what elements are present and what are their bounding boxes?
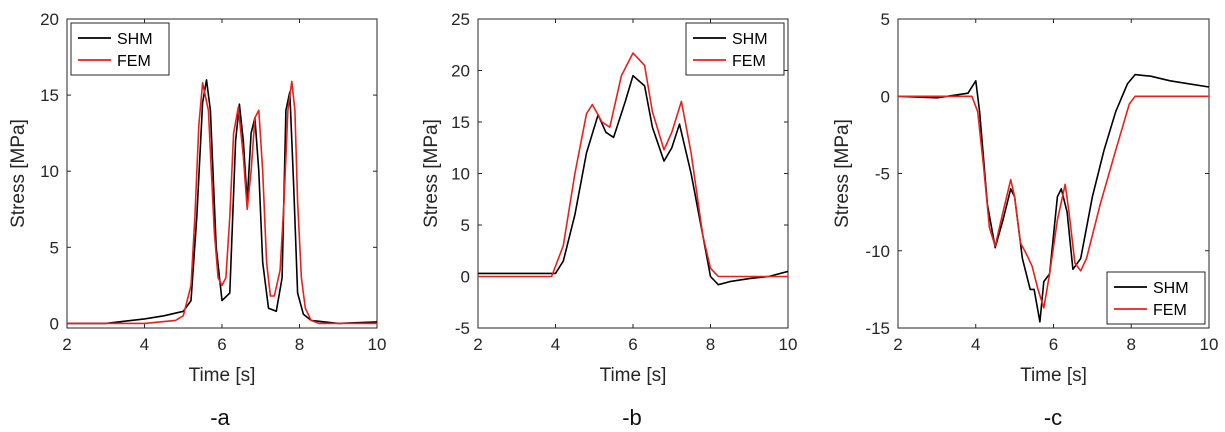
x-tick-label: 6 [1049,335,1058,354]
y-tick-label: 20 [40,10,59,29]
legend-label-fem: FEM [1153,302,1187,319]
x-tick-label: 2 [893,335,902,354]
y-tick-label: -15 [865,319,890,338]
y-axis-label: Stress [MPa] [832,119,853,228]
series-line-shm [478,74,788,286]
chart-panel-c: 2 4 6 8 10 -15 -10 -5 0 5 Time [s] Stress [MPa] -c SH… [832,10,1218,430]
y-tick-label: 0 [50,314,59,333]
y-tick-label: 0 [881,87,890,106]
x-axis-label: Time [s] [600,365,667,386]
legend-box [70,22,170,76]
series-line-fem [478,52,788,278]
x-axis-label: Time [s] [1020,365,1087,386]
legend-label-fem: FEM [732,53,766,70]
y-axis-label: Stress [MPa] [8,119,29,228]
x-tick-label: 10 [1200,335,1219,354]
panel-caption: -b [622,405,642,430]
x-tick-label: 10 [779,335,798,354]
y-axis-label: Stress [MPa] [421,119,442,228]
y-tick-label: 15 [451,113,470,132]
y-tick-label: 25 [451,10,470,29]
panel-caption: -c [1044,405,1062,430]
x-tick-label: 8 [295,335,304,354]
chart-panel-b: 2 4 6 8 10 -5 0 5 10 15 20 25 Time [s] Stress [MPa] -b… [421,10,797,430]
chart-panel-a: 2 4 6 8 10 0 5 10 15 20 Time [s] Stress [MPa] -a SHM F… [8,10,386,430]
legend: SHM FEM [70,22,170,76]
x-tick-label: 6 [217,335,226,354]
y-tick-label: 5 [461,216,470,235]
y-tick-label: 10 [40,162,59,181]
legend-label-shm: SHM [1153,280,1189,297]
x-tick-label: 8 [1127,335,1136,354]
y-tick-label: -10 [865,242,890,261]
legend: SHM FEM [685,22,785,76]
y-tick-label: 0 [461,268,470,287]
x-tick-label: 2 [62,335,71,354]
x-tick-label: 6 [628,335,637,354]
x-tick-label: 4 [140,335,149,354]
legend-box [1106,271,1206,325]
y-tick-label: 5 [50,238,59,257]
panel-caption: -a [210,405,230,430]
x-tick-label: 2 [473,335,482,354]
x-tick-label: 10 [368,335,387,354]
y-tick-label: -5 [455,319,470,338]
y-tick-label: 15 [40,86,59,105]
x-tick-label: 4 [971,335,980,354]
x-tick-label: 8 [706,335,715,354]
y-tick-label: 10 [451,165,470,184]
x-axis-label: Time [s] [189,365,256,386]
legend-label-shm: SHM [732,31,768,48]
y-tick-label: 5 [881,10,890,29]
series-line-fem [67,80,377,325]
x-tick-label: 4 [551,335,560,354]
legend-label-shm: SHM [117,31,153,48]
series-line-shm [67,79,377,325]
legend: SHM FEM [1106,271,1206,325]
legend-box [685,22,785,76]
y-tick-label: 20 [451,62,470,81]
y-tick-label: -5 [875,165,890,184]
series-line-fem [898,95,1209,309]
legend-label-fem: FEM [117,53,151,70]
